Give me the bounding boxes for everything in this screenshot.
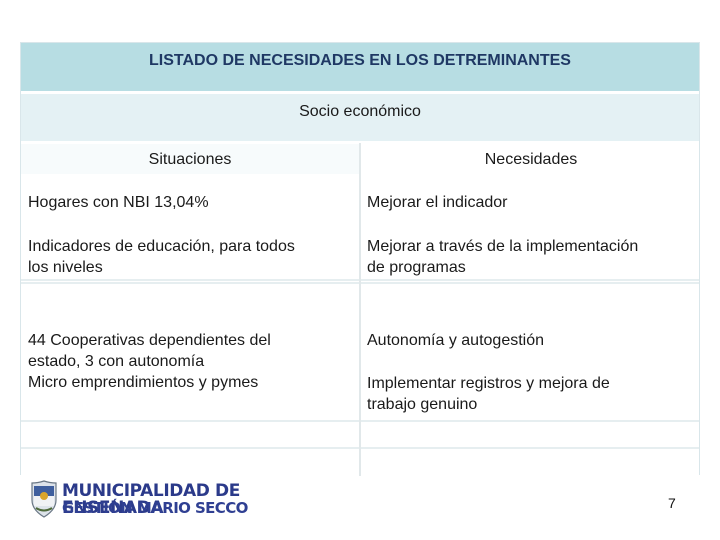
situacion-line: Hogares con NBI 13,04%	[28, 194, 209, 211]
org-name: MUNICIPALIDAD DE ENSENADA	[62, 481, 240, 518]
org-subtitle: GESTIÓN MARIO SECCO	[62, 499, 248, 517]
situacion-cell: Indicadores de educación, para todos los…	[21, 223, 359, 279]
column-header-situaciones: Situaciones	[21, 144, 359, 174]
necesidad-line: Mejorar a través de la implementación	[367, 238, 639, 255]
situacion-cell: Hogares con NBI 13,04%	[21, 182, 359, 220]
situacion-cell: 44 Cooperativas dependientes del estado,…	[21, 284, 359, 419]
column-header-necesidades: Necesidades	[484, 151, 578, 168]
necesidad-line: Implementar registros y mejora de	[367, 375, 610, 392]
section-title: Socio económico	[299, 103, 421, 120]
situacion-line: los niveles	[28, 259, 103, 276]
section-row: Socio económico	[21, 94, 699, 143]
table-title: LISTADO DE NECESIDADES EN LOS DETREMINAN…	[149, 52, 571, 69]
situacion-line: Indicadores de educación, para todos	[28, 238, 295, 255]
necesidad-line: trabajo genuino	[367, 396, 478, 413]
necesidad-line: de programas	[367, 259, 466, 276]
necesidad-cell: Mejorar a través de la implementación de…	[361, 223, 701, 279]
situacion-line: 44 Cooperativas dependientes del	[28, 332, 271, 349]
municipal-seal-icon	[31, 480, 57, 518]
necesidad-cell: Mejorar el indicador	[361, 182, 701, 220]
necesidad-cell: Autonomía y autogestión Implementar regi…	[361, 284, 701, 419]
page-number: 7	[668, 495, 676, 511]
table-title-row: LISTADO DE NECESIDADES EN LOS DETREMINAN…	[21, 43, 699, 93]
column-divider	[359, 143, 361, 476]
municipal-logo: MUNICIPALIDAD DE ENSENADA GESTIÓN MARIO …	[30, 480, 320, 520]
necesidad-line: Mejorar el indicador	[367, 194, 508, 211]
needs-table: LISTADO DE NECESIDADES EN LOS DETREMINAN…	[20, 42, 701, 476]
situacion-line: Micro emprendimientos y pymes	[28, 374, 259, 391]
necesidad-line: Autonomía y autogestión	[367, 332, 545, 349]
situacion-line: estado, 3 con autonomía	[28, 353, 205, 370]
